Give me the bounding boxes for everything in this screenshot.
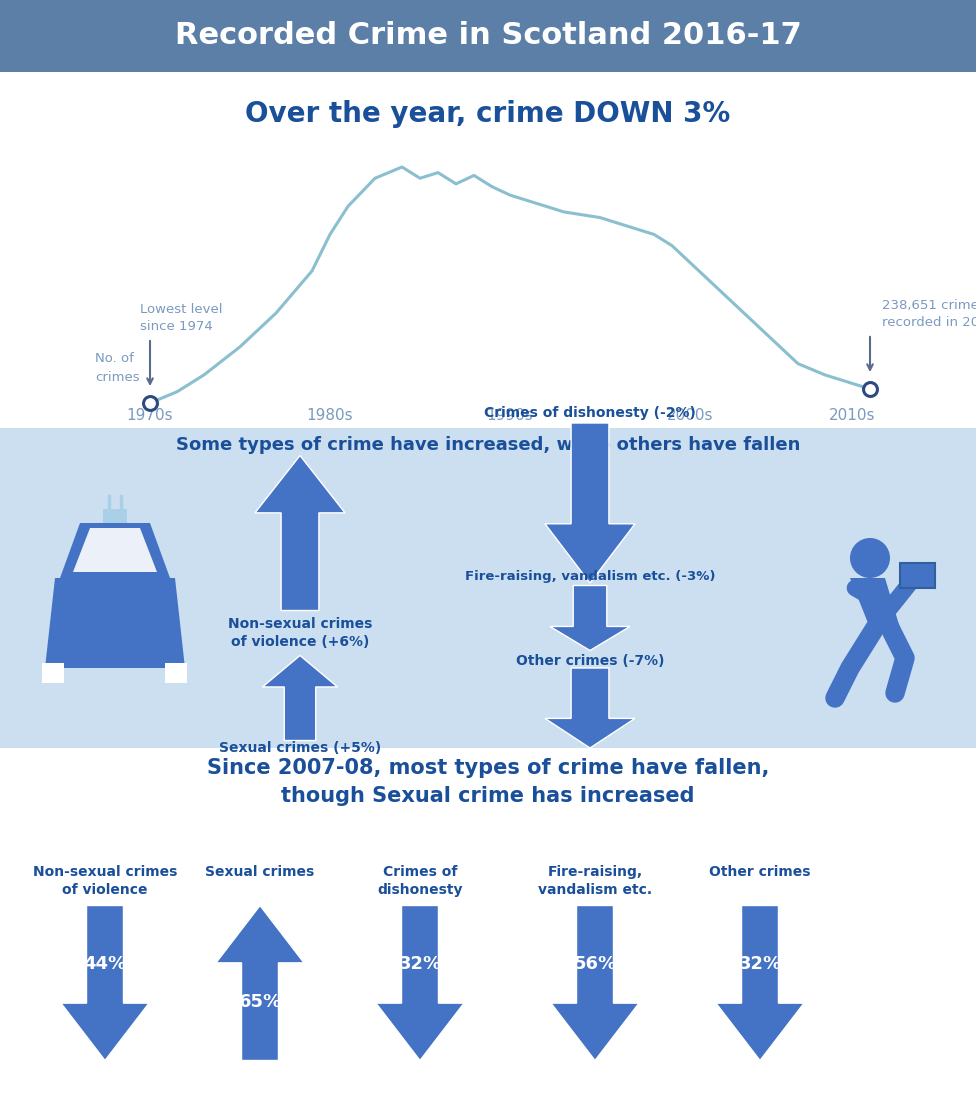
Text: 2010s: 2010s (829, 408, 875, 423)
Polygon shape (61, 906, 149, 1061)
Polygon shape (551, 906, 639, 1061)
Text: 1980s: 1980s (306, 408, 353, 423)
Text: Some types of crime have increased, while others have fallen: Some types of crime have increased, whil… (176, 436, 800, 453)
Text: Recorded Crime in Scotland 2016-17: Recorded Crime in Scotland 2016-17 (175, 22, 801, 51)
Text: Sexual crimes (+5%): Sexual crimes (+5%) (219, 741, 381, 755)
Polygon shape (900, 563, 935, 589)
Text: 2000s: 2000s (667, 408, 713, 423)
Text: Since 2007-08, most types of crime have fallen,
though Sexual crime has increase: Since 2007-08, most types of crime have … (207, 758, 769, 806)
Text: Other crimes: Other crimes (710, 865, 811, 879)
Polygon shape (545, 668, 635, 748)
Polygon shape (376, 906, 464, 1061)
Polygon shape (545, 423, 635, 583)
Text: Crimes of
dishonesty: Crimes of dishonesty (378, 865, 463, 897)
Text: 32%: 32% (739, 955, 782, 974)
Text: Other crimes (-7%): Other crimes (-7%) (515, 654, 665, 668)
Text: 1970s: 1970s (127, 408, 174, 423)
Polygon shape (850, 578, 900, 628)
Text: No. of
crimes: No. of crimes (95, 351, 140, 383)
Bar (0, 0, 976, 72)
Text: Fire-raising,
vandalism etc.: Fire-raising, vandalism etc. (538, 865, 652, 897)
Text: Over the year, crime DOWN 3%: Over the year, crime DOWN 3% (245, 100, 731, 128)
Text: 238,651 crimes
recorded in 2016-17: 238,651 crimes recorded in 2016-17 (882, 299, 976, 329)
Polygon shape (73, 528, 157, 572)
Polygon shape (60, 523, 170, 578)
Text: Lowest level
since 1974: Lowest level since 1974 (140, 303, 223, 333)
Polygon shape (255, 456, 345, 610)
Text: 56%: 56% (574, 955, 617, 974)
Bar (165, 663, 187, 683)
Text: Crimes of dishonesty (-2%): Crimes of dishonesty (-2%) (484, 406, 696, 421)
Bar (42, 663, 64, 683)
Polygon shape (263, 656, 338, 740)
Text: 44%: 44% (83, 955, 127, 974)
Polygon shape (716, 906, 804, 1061)
Text: Non-sexual crimes
of violence (+6%): Non-sexual crimes of violence (+6%) (227, 617, 372, 649)
Text: Non-sexual crimes
of violence: Non-sexual crimes of violence (33, 865, 178, 897)
Text: 1990s: 1990s (487, 408, 533, 423)
Text: Fire-raising, vandalism etc. (-3%): Fire-raising, vandalism etc. (-3%) (465, 570, 715, 583)
Text: Sexual crimes: Sexual crimes (205, 865, 314, 879)
Circle shape (850, 538, 890, 578)
Text: 32%: 32% (398, 955, 441, 974)
Text: 65%: 65% (238, 993, 281, 1010)
Polygon shape (45, 578, 185, 668)
Bar (0, 428, 976, 748)
Polygon shape (216, 906, 304, 1061)
Bar (103, 509, 127, 523)
Polygon shape (550, 585, 630, 650)
